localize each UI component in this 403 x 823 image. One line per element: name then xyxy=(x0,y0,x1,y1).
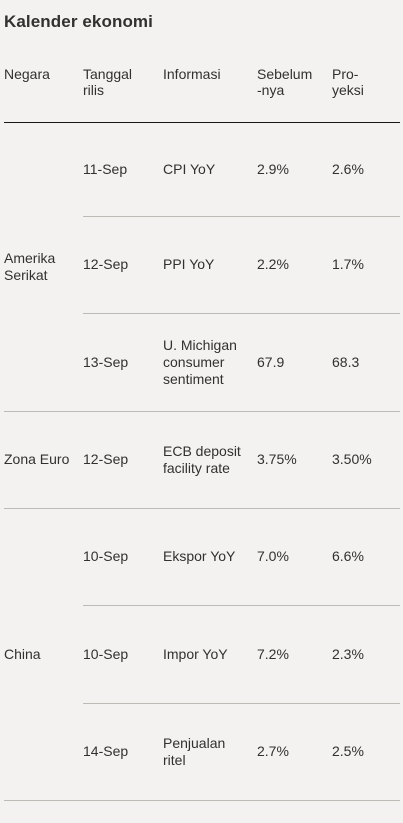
header-projection: Pro- yeksi xyxy=(332,60,400,123)
page-title: Kalender ekonomi xyxy=(4,12,153,31)
previous-cell: 2.7% xyxy=(257,703,332,801)
table-row: Amerika Serikat 11-Sep CPI YoY 2.9% 2.6% xyxy=(4,122,400,412)
info-cell: U. Michigan consumer sentiment xyxy=(163,313,257,412)
country-cell: Amerika Serikat xyxy=(4,122,83,412)
header-country: Negara xyxy=(4,60,83,123)
info-cell: Penjualan ritel xyxy=(163,703,257,801)
table-row: China 10-Sep Ekspor YoY 7.0% 6.6% xyxy=(4,508,400,801)
date-cell: 14-Sep xyxy=(83,703,163,801)
projection-cell: 3.50% xyxy=(332,411,400,509)
date-cell: 10-Sep xyxy=(83,508,163,606)
previous-cell: 3.75% xyxy=(257,411,332,509)
info-cell: CPI YoY xyxy=(163,122,257,217)
country-cell: China xyxy=(4,508,83,801)
info-cell: ECB deposit facility rate xyxy=(163,411,257,509)
header-date: Tanggal rilis xyxy=(83,60,163,123)
header-previous-text: Sebelum -nya xyxy=(257,66,313,98)
date-cell: 10-Sep xyxy=(83,605,163,704)
previous-cell: 2.2% xyxy=(257,216,332,314)
header-date-text: Tanggal rilis xyxy=(83,66,133,98)
header-projection-text: Pro- yeksi xyxy=(332,66,364,98)
table-row: 10-Sep Impor YoY 7.2% 2.3% xyxy=(4,605,400,704)
previous-cell: 7.2% xyxy=(257,605,332,704)
table-row: 13-Sep U. Michigan consumer sentiment 67.9… xyxy=(4,313,400,412)
date-cell: 12-Sep xyxy=(83,411,163,509)
projection-cell: 1.7% xyxy=(332,216,400,314)
info-cell: Impor YoY xyxy=(163,605,257,704)
header-row: Negara Tanggal rilis Informasi Sebelum -… xyxy=(4,60,400,123)
table-row: Zona Euro 12-Sep ECB deposit facility rate… xyxy=(4,411,400,509)
economic-calendar-table: Negara Tanggal rilis Informasi Sebelum -… xyxy=(4,60,400,801)
info-cell: Ekspor YoY xyxy=(163,508,257,606)
date-cell: 13-Sep xyxy=(83,313,163,412)
previous-cell: 2.9% xyxy=(257,122,332,217)
projection-cell: 2.5% xyxy=(332,703,400,801)
info-cell: PPI YoY xyxy=(163,216,257,314)
header-previous: Sebelum -nya xyxy=(257,60,332,123)
table-row: 14-Sep Penjualan ritel 2.7% 2.5% xyxy=(4,703,400,801)
table-body: Amerika Serikat 11-Sep CPI YoY 2.9% 2.6% 12-S… xyxy=(4,122,400,801)
projection-cell: 68.3 xyxy=(332,313,400,412)
projection-cell: 2.6% xyxy=(332,122,400,217)
projection-cell: 2.3% xyxy=(332,605,400,704)
date-cell: 11-Sep xyxy=(83,122,163,217)
date-cell: 12-Sep xyxy=(83,216,163,314)
previous-cell: 67.9 xyxy=(257,313,332,412)
country-cell: Zona Euro xyxy=(4,411,83,509)
previous-cell: 7.0% xyxy=(257,508,332,606)
projection-cell: 6.6% xyxy=(332,508,400,606)
header-info: Informasi xyxy=(163,60,257,123)
table-row: 12-Sep PPI YoY 2.2% 1.7% xyxy=(4,216,400,314)
